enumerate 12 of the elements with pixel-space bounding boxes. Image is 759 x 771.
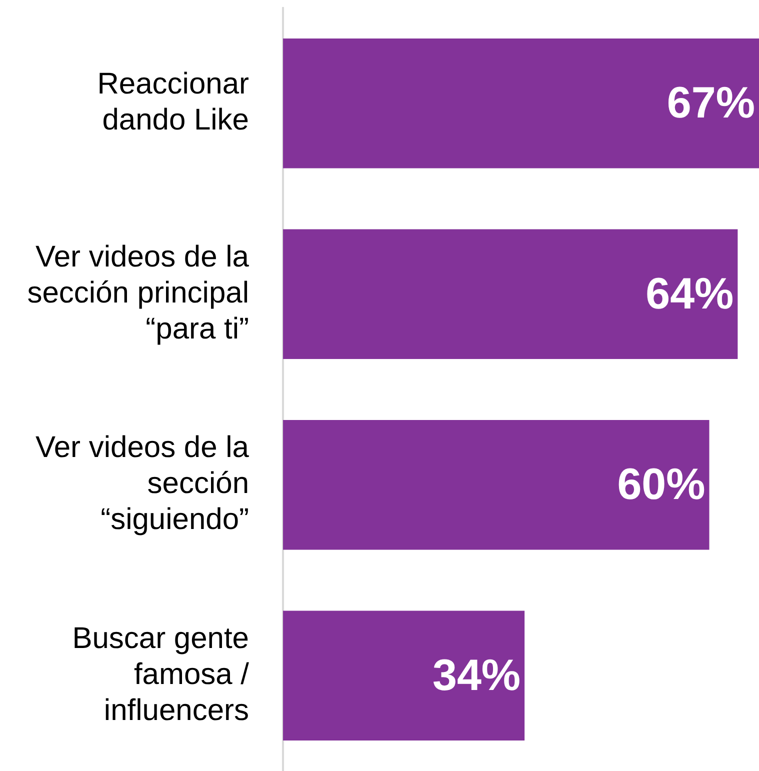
data-label: 64% xyxy=(646,269,734,318)
bar xyxy=(283,38,759,168)
data-label: 67% xyxy=(666,78,755,128)
y-tick-label: Ver videos de la sección principal “para ti” xyxy=(27,240,250,346)
data-label: 34% xyxy=(432,650,521,700)
bar xyxy=(283,229,738,359)
y-tick-label: Reaccionar dando Like xyxy=(97,68,250,137)
y-tick-label: Ver videos de la sección “siguiendo” xyxy=(36,431,250,536)
data-label: 60% xyxy=(617,460,706,510)
bar xyxy=(283,610,525,740)
bar xyxy=(283,420,710,550)
y-tick-label: Buscar gente famosa / influencers xyxy=(72,622,250,727)
